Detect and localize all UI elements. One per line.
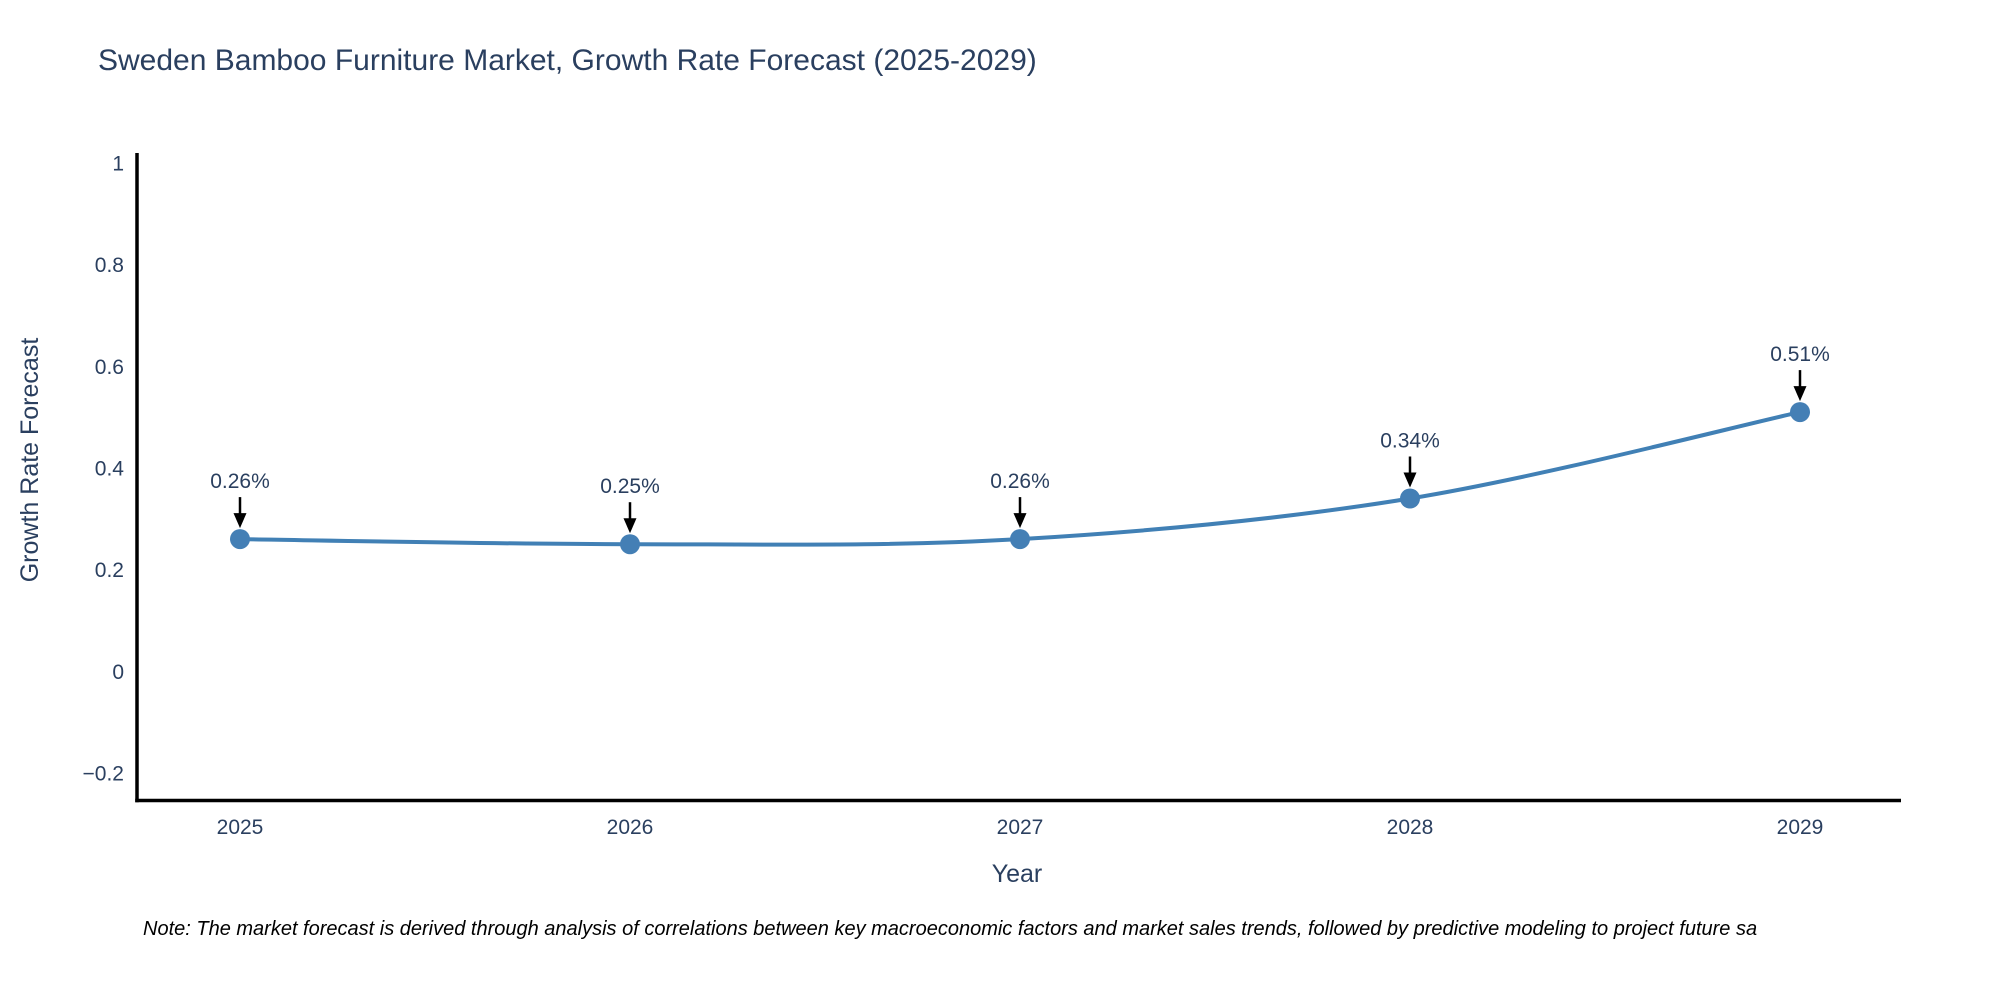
point-annotation: 0.26% bbox=[210, 470, 270, 529]
point-annotation-label: 0.26% bbox=[990, 470, 1050, 493]
footnote: Note: The market forecast is derived thr… bbox=[143, 918, 1758, 940]
data-point bbox=[230, 529, 250, 550]
y-tick-label: 0.4 bbox=[95, 457, 125, 480]
data-point bbox=[1010, 529, 1030, 550]
x-tick-label: 2028 bbox=[1387, 816, 1434, 839]
annotation-arrowhead bbox=[1013, 513, 1027, 529]
y-tick-label: 0 bbox=[112, 661, 124, 684]
point-annotation: 0.26% bbox=[990, 470, 1050, 529]
y-tick-label: 1 bbox=[112, 152, 124, 175]
data-point bbox=[1790, 402, 1810, 423]
annotation-arrowhead bbox=[1793, 386, 1807, 402]
point-annotation: 0.51% bbox=[1770, 343, 1830, 402]
x-axis-title: Year bbox=[991, 860, 1043, 888]
y-tick-label: 0.2 bbox=[95, 559, 124, 582]
point-annotation: 0.34% bbox=[1380, 430, 1440, 488]
x-tick-label: 2025 bbox=[217, 816, 264, 839]
annotation-arrowhead bbox=[623, 518, 637, 534]
x-tick-label: 2029 bbox=[1777, 816, 1824, 839]
y-tick-label: −0.2 bbox=[83, 762, 124, 785]
data-point bbox=[1400, 488, 1420, 509]
data-point bbox=[620, 534, 640, 555]
x-tick-label: 2026 bbox=[607, 816, 654, 839]
point-annotation: 0.25% bbox=[600, 475, 660, 534]
y-tick-label: 0.8 bbox=[95, 254, 124, 277]
point-annotation-label: 0.26% bbox=[210, 470, 270, 493]
annotation-arrowhead bbox=[233, 513, 247, 529]
x-tick-label: 2027 bbox=[997, 816, 1044, 839]
annotation-arrowhead bbox=[1403, 472, 1417, 488]
point-annotation-label: 0.34% bbox=[1380, 430, 1440, 453]
y-tick-label: 0.6 bbox=[95, 356, 124, 379]
point-annotation-label: 0.51% bbox=[1770, 343, 1830, 366]
chart-title: Sweden Bamboo Furniture Market, Growth R… bbox=[98, 44, 1037, 77]
point-annotation-label: 0.25% bbox=[600, 475, 660, 498]
